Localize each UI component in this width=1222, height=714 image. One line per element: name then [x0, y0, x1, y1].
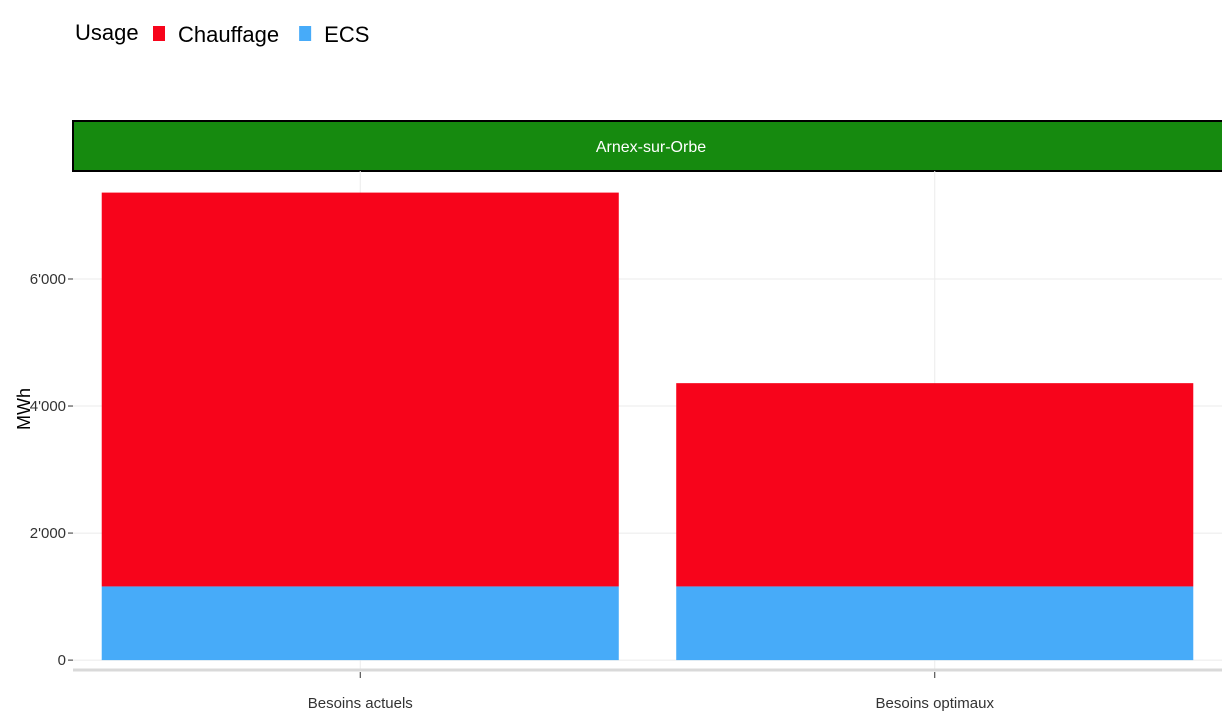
- y-tick-label: 6'000: [30, 271, 66, 288]
- facet-strip: Arnex-sur-Orbe: [72, 120, 1222, 172]
- bar-chauffage-1: [101, 192, 619, 587]
- bar-chauffage-2: [676, 383, 1194, 587]
- x-tick-label: Besoins optimaux: [876, 695, 995, 712]
- bar-ecs-2: [676, 586, 1194, 661]
- x-axis: Besoins actuels Besoins optimaux: [73, 668, 1222, 712]
- y-tick-label: 0: [58, 652, 66, 669]
- legend-label-chauffage: Chauffage: [178, 22, 279, 47]
- bar-ecs-1: [101, 586, 619, 661]
- legend-swatch-chauffage: [153, 26, 165, 41]
- bars: [101, 192, 1194, 661]
- y-tick-label: 4'000: [30, 398, 66, 415]
- legend-label-ecs: ECS: [324, 22, 369, 47]
- legend-title: Usage: [75, 20, 139, 45]
- x-tick-label: Besoins actuels: [308, 695, 413, 712]
- legend-swatch-ecs: [299, 26, 312, 41]
- facet-strip-background: [72, 120, 1222, 172]
- y-axis: 0 2'000 4'000 6'000: [30, 271, 73, 669]
- facet-label: Arnex-sur-Orbe: [596, 139, 706, 156]
- legend: Usage Chauffage ECS: [75, 20, 369, 47]
- legend-items: Chauffage ECS: [153, 22, 369, 47]
- y-axis-title: MWh: [14, 388, 34, 430]
- y-tick-label: 2'000: [30, 525, 66, 542]
